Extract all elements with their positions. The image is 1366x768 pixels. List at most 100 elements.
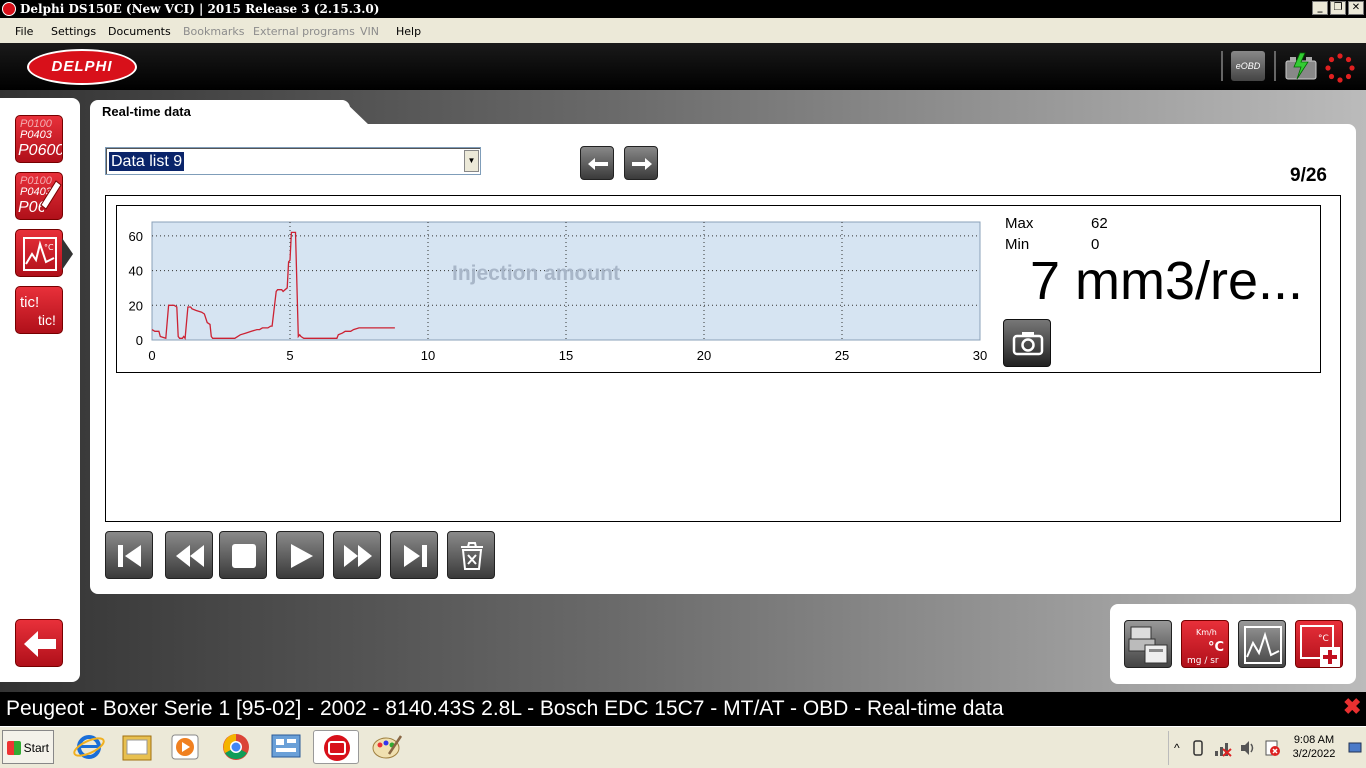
dtc-line: P0100 xyxy=(20,118,52,130)
x-tick-label: 5 xyxy=(286,348,293,363)
close-icon[interactable]: ✕ xyxy=(1348,1,1364,15)
data-list-select[interactable]: Data list 9 ▼ xyxy=(105,147,481,175)
menu-file[interactable]: File xyxy=(15,25,34,38)
delphi-engine-icon xyxy=(324,735,350,761)
plot-area xyxy=(151,221,981,341)
sidebar-tic-button[interactable]: tic! tic! xyxy=(15,286,63,334)
minimize-icon[interactable]: _ xyxy=(1312,1,1328,15)
tic-label: tic! xyxy=(38,312,56,328)
eobd-icon[interactable]: eOBD xyxy=(1231,51,1265,81)
units-icon: Km/h °C mg / sr xyxy=(1187,628,1224,666)
tab-label: Real-time data xyxy=(102,104,191,119)
max-label: Max xyxy=(1005,215,1034,232)
usb-device-icon[interactable] xyxy=(1191,739,1205,757)
previous-list-button[interactable] xyxy=(580,146,614,180)
add-parameter-button[interactable]: °C xyxy=(1295,620,1343,668)
window-title: Delphi DS150E (New VCI) | 2015 Release 3… xyxy=(20,2,380,16)
chart-ticks: 0 5 10 15 20 25 30 0 20 40 60 xyxy=(129,229,988,363)
realtime-data-icon: °C xyxy=(23,237,57,271)
media-player-icon[interactable] xyxy=(162,730,208,764)
svg-text:Km/h: Km/h xyxy=(1196,628,1217,637)
windows-logo-icon xyxy=(7,741,21,755)
menu-vin: VIN xyxy=(360,25,379,38)
printer-icon xyxy=(1128,626,1168,664)
control-panel-icon[interactable] xyxy=(263,730,309,764)
sidebar-dtc-button[interactable]: P0100 P0403 P0600 xyxy=(15,115,63,163)
paint-icon[interactable] xyxy=(363,730,409,764)
svg-text:mg / sr: mg / sr xyxy=(1187,656,1219,666)
title-bar: Delphi DS150E (New VCI) | 2015 Release 3… xyxy=(0,0,1366,18)
header-divider xyxy=(1274,51,1276,81)
x-tick-label: 20 xyxy=(697,348,711,363)
menu-external-programs: External programs xyxy=(253,25,355,38)
x-tick-label: 30 xyxy=(973,348,987,363)
rewind-button[interactable] xyxy=(165,531,213,579)
min-value: 0 xyxy=(1091,236,1100,253)
tic-label: tic! xyxy=(20,294,40,311)
menu-help[interactable]: Help xyxy=(396,25,422,38)
skip-start-button[interactable] xyxy=(105,531,153,579)
show-hidden-icons-icon[interactable]: ^ xyxy=(1174,741,1180,755)
chrome-icon[interactable] xyxy=(213,730,259,764)
clock-date: 3/2/2022 xyxy=(1292,748,1336,760)
skip-end-button[interactable] xyxy=(390,531,438,579)
graph-view-button[interactable] xyxy=(1238,620,1286,668)
internet-explorer-icon[interactable] xyxy=(66,730,112,764)
snapshot-button[interactable] xyxy=(1003,319,1051,367)
menu-bar: File Settings Documents Bookmarks Extern… xyxy=(0,18,1366,43)
tab-realtime-data[interactable] xyxy=(90,100,350,126)
play-button[interactable] xyxy=(276,531,324,579)
show-desktop-icon[interactable] xyxy=(1348,741,1362,755)
y-tick-label: 40 xyxy=(129,264,143,279)
action-center-icon[interactable] xyxy=(1263,739,1281,757)
svg-text:°C: °C xyxy=(1318,634,1329,644)
menu-settings[interactable]: Settings xyxy=(51,25,97,38)
injection-series-line xyxy=(151,231,395,341)
current-value: 7 mm3/re... xyxy=(1030,251,1304,311)
units-button[interactable]: Km/h °C mg / sr xyxy=(1181,620,1229,668)
clock-time: 9:08 AM xyxy=(1293,734,1335,746)
dtc-line: P0600 xyxy=(18,200,44,216)
back-button[interactable] xyxy=(15,619,63,667)
print-button[interactable] xyxy=(1124,620,1172,668)
stop-icon xyxy=(232,544,256,568)
chart-title: Injection amount xyxy=(452,262,620,285)
x-tick-label: 15 xyxy=(559,348,573,363)
injection-amount-chart: 0 5 10 15 20 25 30 0 20 40 60 Injection amount xyxy=(129,221,988,363)
windows-taskbar: Start xyxy=(0,726,1366,768)
network-icon[interactable] xyxy=(1213,739,1233,757)
sidebar-dtc-clear-button[interactable]: P0100 P0403 P0600 xyxy=(15,172,63,220)
close-session-icon[interactable]: ✖ xyxy=(1343,694,1362,719)
clear-recording-button[interactable] xyxy=(447,531,495,579)
vehicle-status-bar: Peugeot - Boxer Serie 1 [95-02] - 2002 -… xyxy=(0,692,1366,726)
arrow-left-icon xyxy=(24,631,56,657)
data-list-selected-value: Data list 9 xyxy=(109,152,185,171)
start-button[interactable]: Start xyxy=(2,730,54,764)
window-controls: _ ❐ ✕ xyxy=(1312,1,1364,15)
sidebar-realtime-data-button[interactable]: °C xyxy=(15,229,63,277)
start-label: Start xyxy=(23,741,49,755)
arrow-back-icon xyxy=(588,158,608,170)
x-tick-label: 0 xyxy=(148,348,155,363)
restore-icon[interactable]: ❐ xyxy=(1330,1,1346,15)
system-tray: ^ 9:08 AM 3/2/2022 xyxy=(1168,731,1362,765)
next-list-button[interactable] xyxy=(624,146,658,180)
clock[interactable]: 9:08 AM 3/2/2022 xyxy=(1286,733,1342,761)
menu-documents[interactable]: Documents xyxy=(108,25,171,38)
camera-icon xyxy=(1012,332,1044,356)
svg-text:°C: °C xyxy=(44,243,54,252)
stop-button[interactable] xyxy=(219,531,267,579)
header-divider xyxy=(1221,51,1223,81)
dtc-line: P0100 xyxy=(20,175,52,187)
x-tick-label: 10 xyxy=(421,348,435,363)
file-explorer-icon[interactable] xyxy=(114,730,160,764)
play-icon xyxy=(291,544,313,568)
volume-icon[interactable] xyxy=(1239,739,1257,757)
taskbar-delphi-app[interactable] xyxy=(313,730,359,764)
fast-forward-button[interactable] xyxy=(333,531,381,579)
max-value: 62 xyxy=(1091,215,1108,232)
dtc-line: P0600 xyxy=(18,142,63,159)
chevron-down-icon[interactable]: ▼ xyxy=(464,150,479,172)
page-indicator: 9/26 xyxy=(1290,165,1327,186)
